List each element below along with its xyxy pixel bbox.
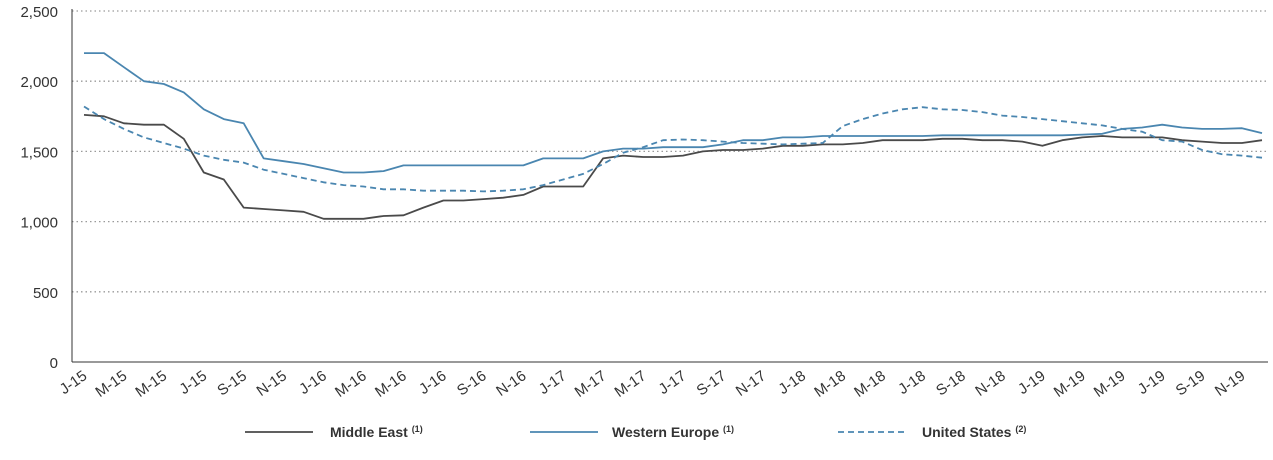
gridlines <box>72 10 1268 293</box>
y-tick-label: 2,000 <box>20 74 58 91</box>
series-lines <box>83 52 1263 220</box>
x-tick-label: M-17 <box>572 367 610 401</box>
legend-label-western-europe: Western Europe (1) <box>612 424 734 440</box>
legend-footnote: (1) <box>723 424 734 434</box>
legend-footnote: (2) <box>1015 424 1026 434</box>
x-tick-label: S-17 <box>694 367 730 399</box>
x-tick-label: S-16 <box>454 367 490 399</box>
x-tick-label: J-17 <box>656 367 690 398</box>
x-tick-label: M-17 <box>612 367 650 401</box>
legend: Middle East (1) Western Europe (1) United … <box>245 424 1026 440</box>
x-tick-label: S-19 <box>1173 367 1209 399</box>
y-tick-label: 0 <box>50 355 58 372</box>
x-tick-label: M-16 <box>372 367 410 401</box>
x-tick-label: J-16 <box>296 367 330 398</box>
y-tick-label: 2,500 <box>20 4 58 21</box>
x-tick-label: M-19 <box>1091 367 1129 401</box>
series-line-middle-east <box>83 114 1263 220</box>
x-tick-label: J-15 <box>176 367 210 398</box>
y-tick-label: 500 <box>33 285 58 302</box>
x-tick-label: S-18 <box>933 367 969 399</box>
x-tick-label: M-15 <box>92 367 130 401</box>
series-line-western-europe <box>84 52 1263 174</box>
x-tick-label: N-19 <box>1212 367 1248 400</box>
x-tick-label: J-19 <box>1015 367 1049 398</box>
x-tick-label: N-16 <box>493 367 529 400</box>
x-tick-label: M-19 <box>1051 367 1089 401</box>
x-tick-label: N-15 <box>254 367 290 400</box>
x-tick-label: S-15 <box>214 367 250 399</box>
y-axis-ticks: 0 500 1,000 1,500 2,000 2,500 <box>20 4 58 372</box>
x-tick-label: N-18 <box>972 367 1008 400</box>
x-axis-ticks: J-15 M-15 M-15 J-15 S-15 N-15 J-16 M-16 M-16 J-16… <box>57 367 1249 401</box>
x-tick-label: J-17 <box>536 367 570 398</box>
y-tick-label: 1,000 <box>20 215 58 232</box>
x-tick-label: J-18 <box>895 367 929 398</box>
x-tick-label: J-15 <box>57 367 91 398</box>
x-tick-label: J-18 <box>775 367 809 398</box>
x-tick-label: M-18 <box>811 367 849 401</box>
x-tick-label: N-17 <box>733 367 769 400</box>
legend-label-middle-east: Middle East (1) <box>330 424 423 440</box>
axes <box>71 9 1268 363</box>
legend-footnote: (1) <box>412 424 423 434</box>
x-tick-label: M-18 <box>851 367 889 401</box>
x-tick-label: J-19 <box>1135 367 1169 398</box>
legend-label-united-states: United States (2) <box>922 424 1026 440</box>
x-tick-label: M-15 <box>132 367 170 401</box>
x-tick-label: M-16 <box>332 367 370 401</box>
x-tick-label: J-16 <box>416 367 450 398</box>
y-tick-label: 1,500 <box>20 144 58 161</box>
series-line-united-states <box>83 105 1263 193</box>
